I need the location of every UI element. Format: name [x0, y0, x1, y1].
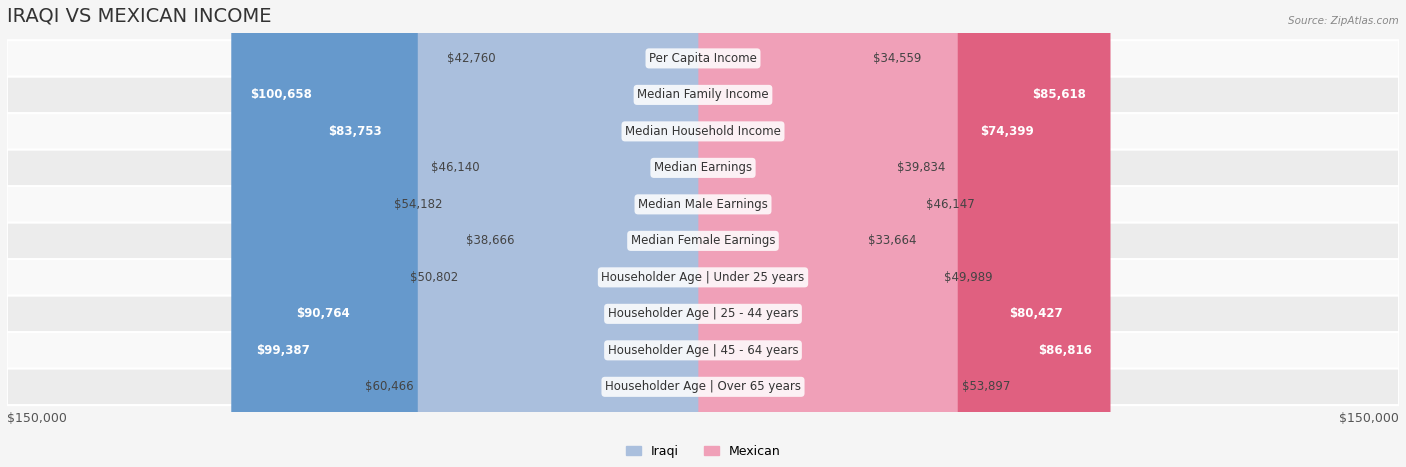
- Text: $38,666: $38,666: [465, 234, 515, 248]
- FancyBboxPatch shape: [699, 0, 893, 467]
- Text: $150,000: $150,000: [7, 412, 67, 425]
- FancyBboxPatch shape: [7, 149, 1399, 186]
- Text: Median Family Income: Median Family Income: [637, 88, 769, 101]
- FancyBboxPatch shape: [484, 0, 707, 467]
- Text: Source: ZipAtlas.com: Source: ZipAtlas.com: [1288, 15, 1399, 26]
- Text: $80,427: $80,427: [1008, 307, 1063, 320]
- FancyBboxPatch shape: [463, 0, 707, 467]
- Text: $50,802: $50,802: [409, 271, 458, 284]
- FancyBboxPatch shape: [699, 0, 1053, 467]
- FancyBboxPatch shape: [699, 0, 1081, 467]
- Text: IRAQI VS MEXICAN INCOME: IRAQI VS MEXICAN INCOME: [7, 7, 271, 26]
- Text: Per Capita Income: Per Capita Income: [650, 52, 756, 65]
- FancyBboxPatch shape: [699, 0, 1105, 467]
- FancyBboxPatch shape: [309, 0, 707, 467]
- Text: Median Female Earnings: Median Female Earnings: [631, 234, 775, 248]
- FancyBboxPatch shape: [519, 0, 707, 467]
- FancyBboxPatch shape: [238, 0, 707, 467]
- FancyBboxPatch shape: [231, 0, 707, 467]
- FancyBboxPatch shape: [7, 223, 1399, 259]
- FancyBboxPatch shape: [7, 368, 1399, 405]
- Text: $42,760: $42,760: [447, 52, 495, 65]
- Text: $54,182: $54,182: [394, 198, 443, 211]
- FancyBboxPatch shape: [7, 259, 1399, 296]
- Text: $74,399: $74,399: [980, 125, 1035, 138]
- Text: Householder Age | 45 - 64 years: Householder Age | 45 - 64 years: [607, 344, 799, 357]
- Text: Householder Age | Under 25 years: Householder Age | Under 25 years: [602, 271, 804, 284]
- FancyBboxPatch shape: [7, 186, 1399, 223]
- Text: $83,753: $83,753: [328, 125, 382, 138]
- FancyBboxPatch shape: [418, 0, 707, 467]
- FancyBboxPatch shape: [7, 296, 1399, 332]
- Text: $60,466: $60,466: [364, 380, 413, 393]
- FancyBboxPatch shape: [7, 113, 1399, 149]
- Text: $33,664: $33,664: [869, 234, 917, 248]
- FancyBboxPatch shape: [7, 40, 1399, 77]
- Text: $85,618: $85,618: [1032, 88, 1087, 101]
- Text: Householder Age | Over 65 years: Householder Age | Over 65 years: [605, 380, 801, 393]
- Text: $90,764: $90,764: [295, 307, 350, 320]
- Text: $34,559: $34,559: [873, 52, 921, 65]
- Text: $86,816: $86,816: [1038, 344, 1092, 357]
- FancyBboxPatch shape: [277, 0, 707, 467]
- Text: $49,989: $49,989: [945, 271, 993, 284]
- Text: $99,387: $99,387: [256, 344, 309, 357]
- Text: Median Earnings: Median Earnings: [654, 162, 752, 174]
- FancyBboxPatch shape: [699, 0, 1111, 467]
- FancyBboxPatch shape: [699, 0, 863, 467]
- Text: $46,147: $46,147: [927, 198, 976, 211]
- Text: $39,834: $39,834: [897, 162, 945, 174]
- FancyBboxPatch shape: [699, 0, 922, 467]
- Text: $150,000: $150,000: [1339, 412, 1399, 425]
- Text: $100,658: $100,658: [250, 88, 312, 101]
- FancyBboxPatch shape: [7, 77, 1399, 113]
- FancyBboxPatch shape: [7, 332, 1399, 368]
- FancyBboxPatch shape: [501, 0, 707, 467]
- Text: Median Male Earnings: Median Male Earnings: [638, 198, 768, 211]
- FancyBboxPatch shape: [699, 0, 868, 467]
- Text: $53,897: $53,897: [962, 380, 1011, 393]
- Text: Householder Age | 25 - 44 years: Householder Age | 25 - 44 years: [607, 307, 799, 320]
- FancyBboxPatch shape: [699, 0, 957, 467]
- Text: $46,140: $46,140: [432, 162, 479, 174]
- Text: Median Household Income: Median Household Income: [626, 125, 780, 138]
- FancyBboxPatch shape: [699, 0, 939, 467]
- Legend: Iraqi, Mexican: Iraqi, Mexican: [620, 440, 786, 463]
- FancyBboxPatch shape: [447, 0, 707, 467]
